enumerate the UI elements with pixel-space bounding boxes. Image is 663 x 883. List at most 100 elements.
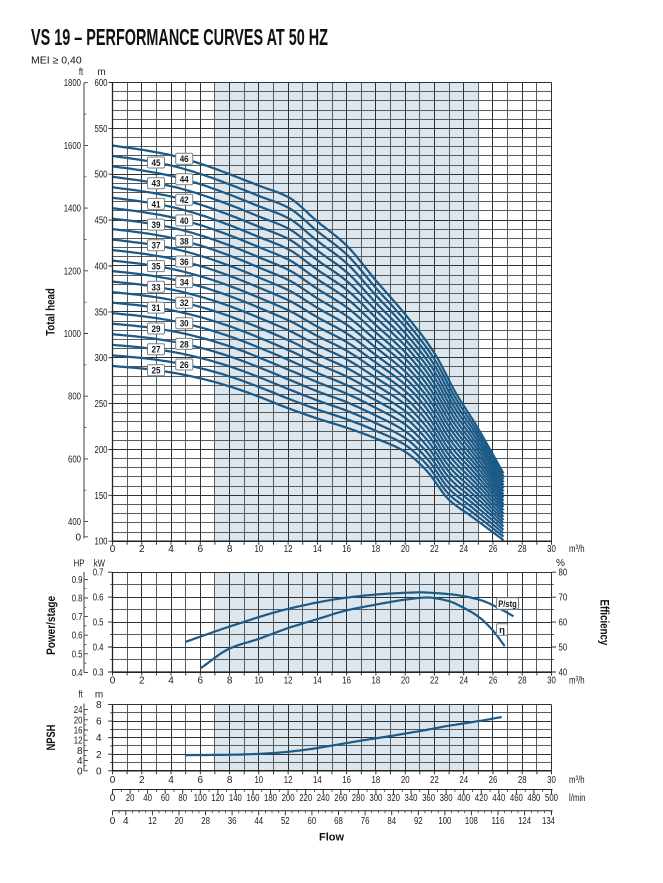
svg-text:0: 0 (110, 775, 116, 786)
svg-text:6: 6 (198, 775, 204, 786)
svg-text:0.4: 0.4 (72, 668, 83, 679)
svg-text:m³/h: m³/h (569, 544, 585, 555)
svg-text:150: 150 (95, 491, 108, 502)
svg-text:0.8: 0.8 (72, 594, 83, 605)
svg-text:1400: 1400 (64, 204, 82, 215)
svg-text:400: 400 (68, 517, 81, 528)
svg-text:0: 0 (77, 766, 83, 777)
svg-text:380: 380 (440, 793, 453, 804)
svg-text:20: 20 (401, 544, 410, 555)
svg-text:1800: 1800 (64, 78, 82, 89)
svg-text:ft: ft (79, 67, 83, 78)
svg-text:600: 600 (95, 78, 108, 89)
svg-text:26: 26 (180, 360, 189, 371)
svg-text:2: 2 (139, 544, 145, 555)
svg-text:28: 28 (518, 544, 527, 555)
svg-text:0: 0 (96, 766, 102, 777)
svg-text:20: 20 (401, 675, 410, 686)
svg-text:4: 4 (77, 756, 83, 767)
svg-text:8: 8 (96, 700, 102, 711)
svg-text:VS 19 – PERFORMANCE CURVES AT: VS 19 – PERFORMANCE CURVES AT 50 HZ (31, 24, 328, 50)
svg-text:550: 550 (95, 124, 108, 135)
svg-text:8: 8 (227, 675, 233, 686)
svg-text:180: 180 (264, 793, 277, 804)
svg-text:37: 37 (152, 241, 161, 252)
svg-text:80: 80 (178, 793, 187, 804)
svg-text:34: 34 (180, 278, 190, 289)
svg-text:24: 24 (459, 544, 468, 555)
svg-text:280: 280 (352, 793, 365, 804)
svg-text:12: 12 (148, 816, 157, 827)
svg-text:4: 4 (123, 816, 129, 827)
svg-text:MEI ≥ 0,40: MEI ≥ 0,40 (31, 55, 82, 67)
svg-text:4: 4 (96, 733, 102, 744)
svg-text:0.9: 0.9 (72, 575, 83, 586)
svg-text:Efficiency: Efficiency (598, 600, 610, 646)
svg-text:24: 24 (459, 775, 468, 786)
svg-text:ft: ft (78, 690, 82, 701)
svg-text:8: 8 (77, 746, 83, 757)
svg-text:16: 16 (342, 675, 351, 686)
svg-text:60: 60 (559, 618, 568, 629)
svg-text:31: 31 (152, 303, 162, 314)
svg-text:28: 28 (518, 675, 527, 686)
svg-text:NPSH: NPSH (46, 725, 58, 751)
svg-text:32: 32 (180, 298, 189, 309)
svg-text:38: 38 (180, 236, 189, 247)
svg-text:16: 16 (342, 544, 351, 555)
svg-text:800: 800 (68, 392, 81, 403)
svg-text:14: 14 (313, 675, 322, 686)
svg-text:20: 20 (74, 715, 83, 726)
svg-text:300: 300 (369, 793, 382, 804)
svg-text:100: 100 (438, 816, 451, 827)
svg-text:6: 6 (198, 675, 204, 686)
svg-text:500: 500 (545, 793, 558, 804)
svg-text:Total head: Total head (43, 288, 57, 336)
svg-text:50: 50 (559, 643, 568, 654)
svg-text:100: 100 (95, 537, 108, 548)
svg-text:124: 124 (518, 816, 531, 827)
svg-text:18: 18 (372, 675, 381, 686)
svg-text:0: 0 (110, 793, 116, 804)
svg-text:kW: kW (94, 558, 106, 569)
svg-text:4: 4 (168, 675, 174, 686)
svg-text:260: 260 (334, 793, 347, 804)
svg-text:30: 30 (547, 675, 556, 686)
svg-text:39: 39 (152, 220, 161, 231)
svg-text:40: 40 (143, 793, 152, 804)
svg-text:600: 600 (68, 454, 81, 465)
svg-text:12: 12 (74, 736, 83, 747)
svg-text:22: 22 (430, 675, 439, 686)
svg-text:28: 28 (180, 339, 189, 350)
svg-text:440: 440 (492, 793, 505, 804)
svg-text:26: 26 (489, 544, 498, 555)
svg-text:140: 140 (229, 793, 242, 804)
svg-text:0.6: 0.6 (93, 593, 104, 604)
svg-text:20: 20 (175, 816, 184, 827)
svg-text:84: 84 (387, 816, 396, 827)
svg-text:460: 460 (510, 793, 523, 804)
svg-text:16: 16 (342, 775, 351, 786)
svg-text:m: m (97, 67, 105, 78)
svg-text:1200: 1200 (64, 266, 82, 277)
svg-text:18: 18 (372, 775, 381, 786)
svg-text:12: 12 (284, 775, 293, 786)
svg-text:Power/stage: Power/stage (46, 596, 58, 655)
svg-text:80: 80 (559, 568, 568, 579)
svg-text:0.4: 0.4 (93, 643, 104, 654)
svg-text:0.7: 0.7 (93, 568, 104, 579)
svg-text:28: 28 (201, 816, 210, 827)
svg-text:70: 70 (559, 593, 568, 604)
svg-text:450: 450 (95, 216, 108, 227)
svg-text:42: 42 (180, 195, 189, 206)
svg-text:0.5: 0.5 (72, 649, 83, 660)
svg-text:116: 116 (492, 816, 505, 827)
svg-text:0.6: 0.6 (72, 631, 83, 642)
svg-text:HP: HP (74, 558, 85, 569)
svg-text:36: 36 (180, 257, 189, 268)
svg-text:η: η (499, 625, 505, 636)
svg-text:250: 250 (95, 399, 108, 410)
svg-text:24: 24 (74, 705, 83, 716)
svg-text:44: 44 (180, 175, 190, 186)
svg-text:1000: 1000 (64, 329, 82, 340)
